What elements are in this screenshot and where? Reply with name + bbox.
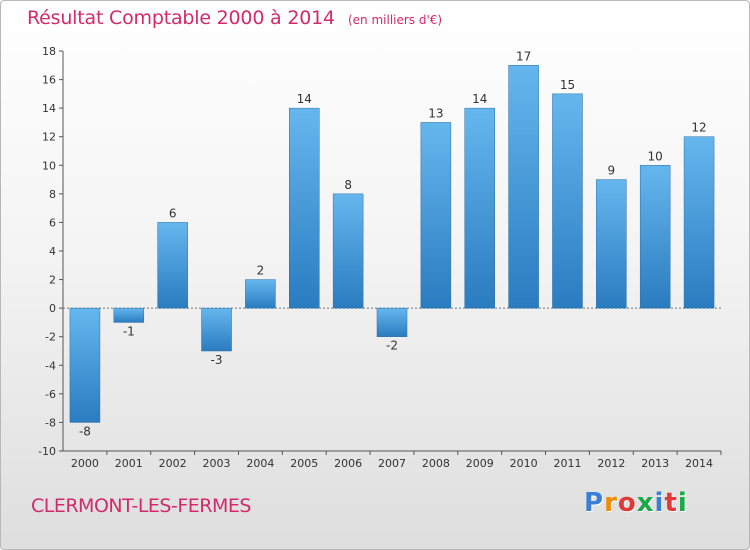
bar-2010 [508,65,539,309]
y-tick-label: -4 [45,359,56,372]
y-tick-label: 12 [42,131,56,144]
data-label-2012: 9 [608,164,616,178]
x-tick-label-2002: 2002 [159,457,187,470]
data-label-2007: -2 [386,339,398,353]
x-tick-label-2010: 2010 [510,457,538,470]
bar-2008 [420,122,452,309]
data-label-2000: -8 [79,424,91,438]
x-tick-label-2001: 2001 [115,457,143,470]
bar-2004 [245,279,276,309]
bar-2006 [332,193,364,309]
x-tick-label-2000: 2000 [71,457,99,470]
x-tick-label-2004: 2004 [246,457,274,470]
bar-2014 [683,136,715,309]
commune-name: CLERMONT-LES-FERMES [31,495,251,517]
logo-letter: x [636,488,655,518]
x-tick-label-2013: 2013 [641,457,669,470]
data-label-2002: 6 [169,206,177,220]
logo-letter: r [604,488,618,518]
x-tick-label-2007: 2007 [378,457,406,470]
chart-title: Résultat Comptable 2000 à 2014 [27,7,335,29]
bar-2003 [201,307,232,352]
bar-2002 [157,222,188,309]
bar-2000 [69,307,101,423]
data-label-2006: 8 [344,178,352,192]
bar-2005 [289,107,320,309]
data-label-2005: 14 [297,92,312,106]
title-block: Résultat Comptable 2000 à 2014 (en milli… [27,7,442,29]
data-label-2011: 15 [560,78,575,92]
y-tick-label: 18 [42,45,56,58]
data-label-2008: 13 [428,106,443,120]
x-tick-label-2014: 2014 [685,457,713,470]
bar-2012 [596,179,627,309]
y-tick-label: -8 [45,416,56,429]
y-tick-label: 4 [49,245,56,258]
bar-2013 [639,165,671,309]
proxiti-logo: Proxiti [584,488,688,518]
x-tick-label-2006: 2006 [334,457,362,470]
y-tick-label: -6 [45,388,56,401]
y-tick-label: -2 [45,331,56,344]
y-tick-label: 10 [42,159,56,172]
x-tick-label-2005: 2005 [290,457,318,470]
data-label-2003: -3 [211,353,223,367]
logo-letter: i [677,488,688,518]
data-label-2010: 17 [516,49,531,63]
logo-letter: P [584,488,605,518]
data-label-2004: 2 [257,264,265,278]
y-tick-label: -10 [38,445,56,458]
bar-2007 [376,307,408,337]
chart-subtitle: (en milliers d'€) [347,13,443,27]
data-label-2013: 10 [648,149,663,163]
bar-2011 [552,93,583,309]
logo-letter: i [654,488,665,518]
data-label-2009: 14 [472,92,487,106]
y-tick-label: 0 [49,302,56,315]
data-label-2014: 12 [691,121,706,135]
logo-letter: o [617,488,637,518]
y-tick-label: 6 [49,216,56,229]
bar-2001 [113,307,145,323]
x-tick-label-2008: 2008 [422,457,450,470]
y-tick-label: 8 [49,188,56,201]
y-tick-label: 14 [42,102,56,115]
x-tick-label-2012: 2012 [597,457,625,470]
x-tick-label-2011: 2011 [553,457,581,470]
bar-2009 [464,107,495,309]
data-label-2001: -1 [123,324,135,338]
x-tick-label-2003: 2003 [203,457,231,470]
logo-letter: t [664,488,678,518]
x-tick-label-2009: 2009 [466,457,494,470]
y-tick-label: 2 [49,274,56,287]
y-tick-label: 16 [42,74,56,87]
